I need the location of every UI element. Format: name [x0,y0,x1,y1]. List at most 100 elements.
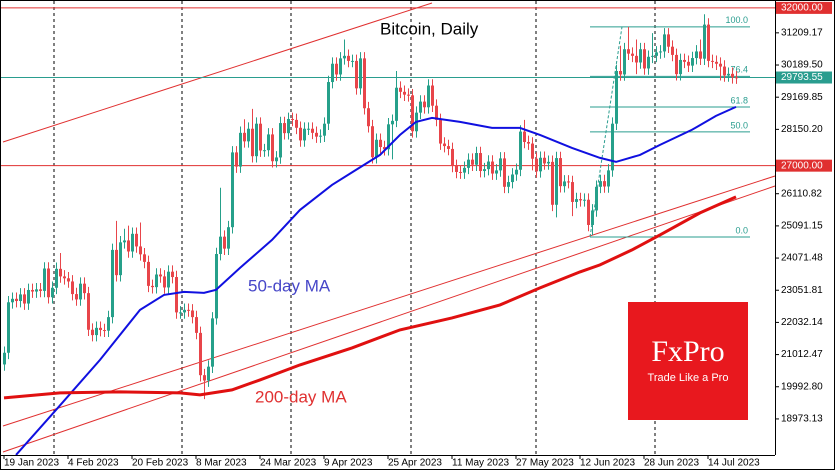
candle-body [635,55,638,63]
candle-body [311,128,314,133]
candle-body [123,240,126,243]
chart-title: Bitcoin, Daily [380,19,479,38]
candle-body [7,302,10,353]
candle-body [379,139,382,148]
candle-body [211,318,214,367]
candle-body [99,327,102,331]
candle-body [735,77,738,79]
candle-body [71,281,74,295]
candle-body [687,61,690,66]
candle-body [575,199,578,202]
candle-body [91,329,94,336]
candle-body [75,294,78,300]
candle-body [727,73,730,76]
candle-body [223,236,226,249]
candle-body [235,152,238,167]
level-label-box [776,1,832,14]
candle-body [195,317,198,333]
candle-body [55,268,58,288]
candle-body [95,327,98,336]
x-tick-label: 14 Jul 2023 [708,458,760,469]
x-tick-label: 4 Feb 2023 [68,458,119,469]
candle-body [559,158,562,187]
y-tick-label: 30189.50 [781,60,823,71]
candle-body [515,169,518,175]
candle-body [483,169,486,172]
candle-body [251,128,254,157]
candle-body [471,159,474,165]
level-label: 27000.00 [781,160,823,171]
candle-body [563,181,566,187]
candle-body [239,132,242,167]
candle-body [171,271,174,278]
x-tick-label: 12 Jun 2023 [580,458,635,469]
candle-body [423,101,426,108]
candle-body [191,310,194,318]
candle-body [19,294,22,302]
candle-body [479,153,482,172]
candle-body [659,51,662,53]
ma-line [15,105,737,456]
candle-body [323,123,326,136]
candle-body [355,60,358,89]
candle-body [603,181,606,187]
last-price-box [776,71,832,84]
candle-body [219,236,222,255]
candle-body [259,123,262,151]
candle-body [163,276,166,288]
candle-body [151,285,154,288]
candle-body [87,293,90,330]
candle-body [607,170,610,187]
logo: FxPro Trade Like a Pro [628,302,748,420]
ma-line [3,195,737,400]
candle-body [319,135,322,137]
candle-body [643,49,646,69]
last-price-label: 29793.55 [781,72,823,83]
x-tick-label: 25 Apr 2023 [388,458,442,469]
candle-body [215,254,218,319]
y-tick-label: 24071.48 [781,253,823,264]
candle-body [127,240,130,252]
logo-brand: FxPro [651,335,724,368]
candle-body [647,56,650,69]
candle-body [623,49,626,75]
candle-body [147,261,150,286]
x-tick-label: 19 Jan 2023 [4,458,59,469]
fib-label: 100.0 [725,15,748,25]
candle-body [199,332,202,376]
candle-body [523,131,526,142]
candle-body [731,73,734,78]
candle-body [587,199,590,225]
candle-body [187,309,190,311]
candle-body [267,134,270,151]
y-tick-label: 22032.14 [781,317,823,328]
candle-body [111,249,114,318]
candle-body [335,63,338,75]
candle-body [703,24,706,59]
fib-label: 0.0 [735,225,748,235]
plot: 100.0 76.4 61.8 50.0 0.0 [1,7,775,456]
candle-body [579,199,582,201]
candle-body [243,132,246,142]
candle-body [175,277,178,313]
candle-body [63,276,66,279]
x-tick-label: 27 May 2023 [516,458,574,469]
level-label-box [776,159,832,172]
candle-body [359,58,362,89]
candle-body [167,271,170,288]
candle-body [543,157,546,164]
candle-body [67,278,70,282]
candle-body [255,123,258,157]
candle-body [435,105,438,120]
candle-body [419,101,422,113]
candle-body [179,312,182,314]
candle-body [131,233,134,252]
candle-body [15,298,18,302]
trendline [2,185,776,453]
candle-body [411,95,414,132]
candle-body [495,170,498,174]
candle-body [351,60,354,62]
candle-body [535,158,538,172]
candle-body [31,289,34,292]
level-label: 32000.00 [781,3,823,14]
